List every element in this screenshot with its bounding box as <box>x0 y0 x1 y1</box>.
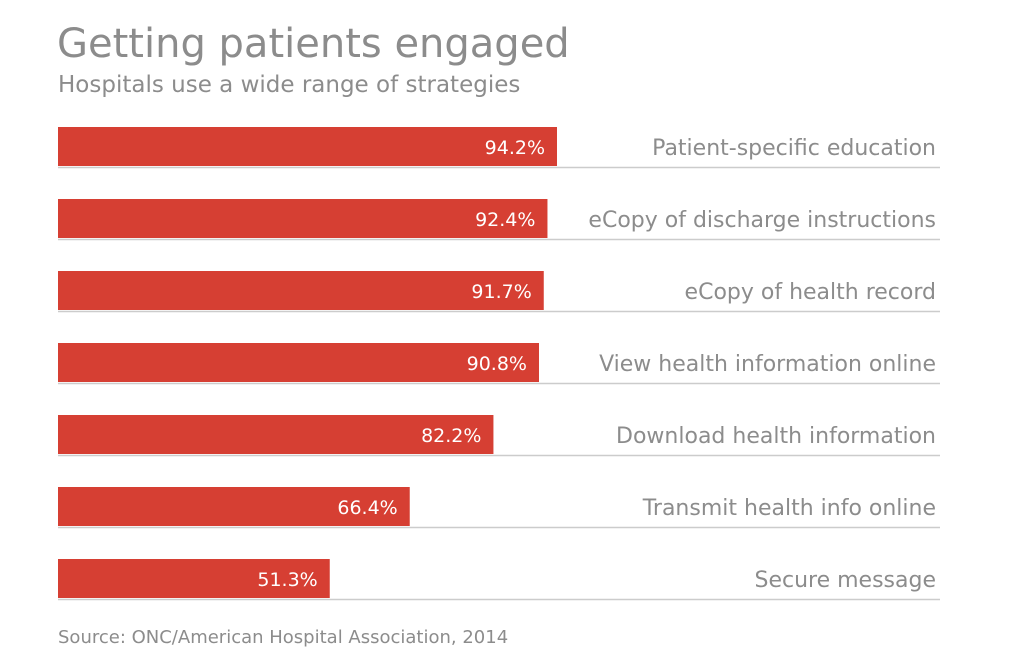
bar <box>58 271 544 310</box>
bar <box>58 487 410 526</box>
category-label: eCopy of health record <box>685 280 936 305</box>
chart-title: Getting patients engaged <box>57 21 570 67</box>
bar <box>58 199 548 238</box>
bar <box>58 127 557 166</box>
value-label: 90.8% <box>467 353 527 375</box>
value-label: 91.7% <box>471 281 531 303</box>
category-label: Download health information <box>616 424 936 449</box>
category-label: View health information online <box>599 352 936 377</box>
chart-subtitle: Hospitals use a wide range of strategies <box>58 72 521 98</box>
category-label: Patient-specific education <box>652 136 936 161</box>
value-label: 82.2% <box>421 425 481 447</box>
source-note: Source: ONC/American Hospital Associatio… <box>58 627 509 648</box>
value-label: 92.4% <box>475 209 535 231</box>
value-label: 66.4% <box>337 497 397 519</box>
bar <box>58 415 494 454</box>
bar <box>58 559 330 598</box>
value-label: 51.3% <box>257 569 317 591</box>
bar <box>58 343 539 382</box>
category-label: Transmit health info online <box>642 496 936 521</box>
value-label: 94.2% <box>485 137 545 159</box>
category-label: Secure message <box>755 568 937 593</box>
category-label: eCopy of discharge instructions <box>588 208 936 233</box>
